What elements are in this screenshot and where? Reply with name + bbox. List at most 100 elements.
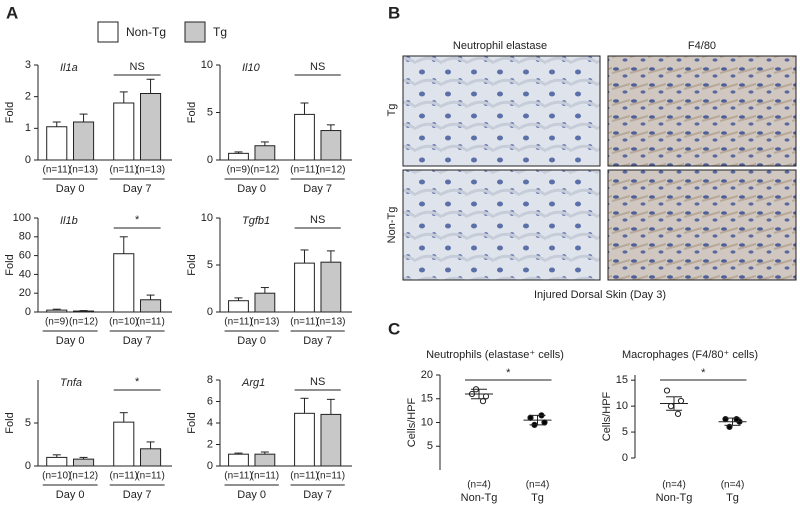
bar — [140, 299, 162, 313]
chart-title: Arg1 — [241, 377, 265, 389]
n-label: (n=11) — [251, 471, 279, 482]
data-point — [667, 403, 675, 410]
chart-title: Tgfb1 — [242, 215, 270, 227]
micrograph — [607, 55, 797, 167]
x-tick-label: Day 7 — [303, 183, 332, 195]
significance-label: * — [701, 367, 706, 379]
chart-title: Macrophages (F4/80⁺ cells) — [622, 349, 758, 361]
n-label: (n=11) — [317, 471, 345, 482]
y-tick-label: 2 — [207, 438, 213, 450]
y-tick-label: 6 — [207, 395, 213, 407]
y-tick-label: 3 — [25, 59, 31, 71]
bar — [46, 456, 68, 467]
y-axis-label: Fold — [4, 412, 16, 433]
panel-label: C — [388, 319, 400, 338]
y-tick-label: 15 — [421, 393, 433, 405]
y-tick-label: 0 — [622, 452, 628, 464]
y-tick-label: 60 — [19, 250, 31, 262]
bar — [73, 458, 95, 467]
row-title: Non-Tg — [386, 207, 398, 244]
bar — [113, 253, 135, 313]
n-label: (n=11) — [290, 317, 318, 328]
y-tick-label: 4 — [207, 417, 213, 429]
y-tick-label: 0 — [25, 154, 31, 166]
y-tick-label: 0 — [207, 306, 213, 318]
y-tick-label: 5 — [622, 426, 628, 438]
bar — [254, 145, 276, 161]
n-label: (n=12) — [69, 471, 98, 482]
y-tick-label: 5 — [207, 259, 213, 271]
n-label: (n=11) — [136, 471, 164, 482]
y-tick-label: 40 — [19, 268, 31, 280]
y-axis-label: Fold — [186, 102, 198, 123]
n-label: (n=4) — [662, 480, 686, 491]
y-tick-label: 5 — [427, 440, 433, 452]
data-point — [479, 398, 487, 405]
micrograph — [402, 55, 601, 167]
bar — [294, 113, 315, 161]
bar — [113, 421, 135, 467]
bar — [140, 93, 162, 161]
bar — [294, 262, 315, 313]
y-tick-label: 10 — [201, 59, 213, 71]
micrograph — [607, 169, 797, 281]
n-label: (n=4) — [721, 480, 745, 491]
significance-label: NS — [310, 61, 325, 73]
x-tick-label: Day 0 — [237, 335, 266, 347]
histology-title: Injured Dorsal Skin (Day 3) — [534, 289, 666, 301]
x-tick-label: Day 7 — [303, 335, 332, 347]
chart-title: Tnfa — [60, 377, 82, 389]
x-tick-label: Day 7 — [123, 489, 152, 501]
chart-title: Il1b — [60, 215, 78, 227]
bar — [228, 152, 249, 161]
x-tick-label: Day 0 — [237, 489, 266, 501]
y-tick-label: 2 — [25, 91, 31, 103]
data-point — [733, 415, 740, 423]
significance-label: * — [135, 214, 140, 226]
panel-label: B — [388, 3, 400, 22]
y-tick-label: 5 — [25, 417, 31, 429]
legend-swatch — [97, 21, 119, 43]
data-point — [677, 397, 685, 405]
bar — [320, 261, 342, 313]
bar — [46, 309, 68, 313]
bar — [254, 453, 276, 467]
n-label: (n=11) — [224, 471, 252, 482]
significance-label: * — [135, 376, 140, 388]
x-tick-label: Non-Tg — [461, 492, 498, 504]
bar — [294, 412, 315, 467]
significance-label: NS — [310, 214, 325, 226]
y-tick-label: 0 — [207, 154, 213, 166]
y-tick-label: 10 — [616, 400, 628, 412]
y-tick-label: 10 — [201, 212, 213, 224]
bar — [73, 310, 95, 313]
n-label: (n=11) — [136, 317, 164, 328]
n-label: (n=11) — [110, 471, 138, 482]
bar — [46, 126, 68, 161]
column-title: Neutrophil elastase — [453, 40, 547, 52]
y-tick-label: 10 — [421, 416, 433, 428]
y-tick-label: 15 — [616, 374, 628, 386]
x-tick-label: Day 0 — [56, 335, 85, 347]
significance-label: NS — [130, 61, 145, 73]
n-label: (n=4) — [467, 480, 491, 491]
y-tick-label: 100 — [13, 212, 31, 224]
y-axis-label: Fold — [186, 254, 198, 275]
row-title: Tg — [386, 104, 398, 117]
legend-label: Non-Tg — [126, 25, 166, 39]
n-label: (n=13) — [69, 165, 98, 176]
x-tick-label: Tg — [726, 492, 739, 504]
y-axis-label: Fold — [4, 254, 16, 275]
y-axis-label: Fold — [4, 102, 16, 123]
n-label: (n=11) — [43, 165, 71, 176]
data-point — [663, 387, 671, 394]
x-tick-label: Tg — [531, 492, 544, 504]
data-point — [482, 393, 490, 400]
y-tick-label: 20 — [19, 287, 31, 299]
n-label: (n=10) — [109, 317, 138, 328]
n-label: (n=10) — [42, 471, 71, 482]
n-label: (n=11) — [290, 165, 318, 176]
x-tick-label: Day 7 — [123, 183, 152, 195]
y-tick-label: 0 — [25, 460, 31, 472]
n-label: (n=4) — [526, 480, 550, 491]
